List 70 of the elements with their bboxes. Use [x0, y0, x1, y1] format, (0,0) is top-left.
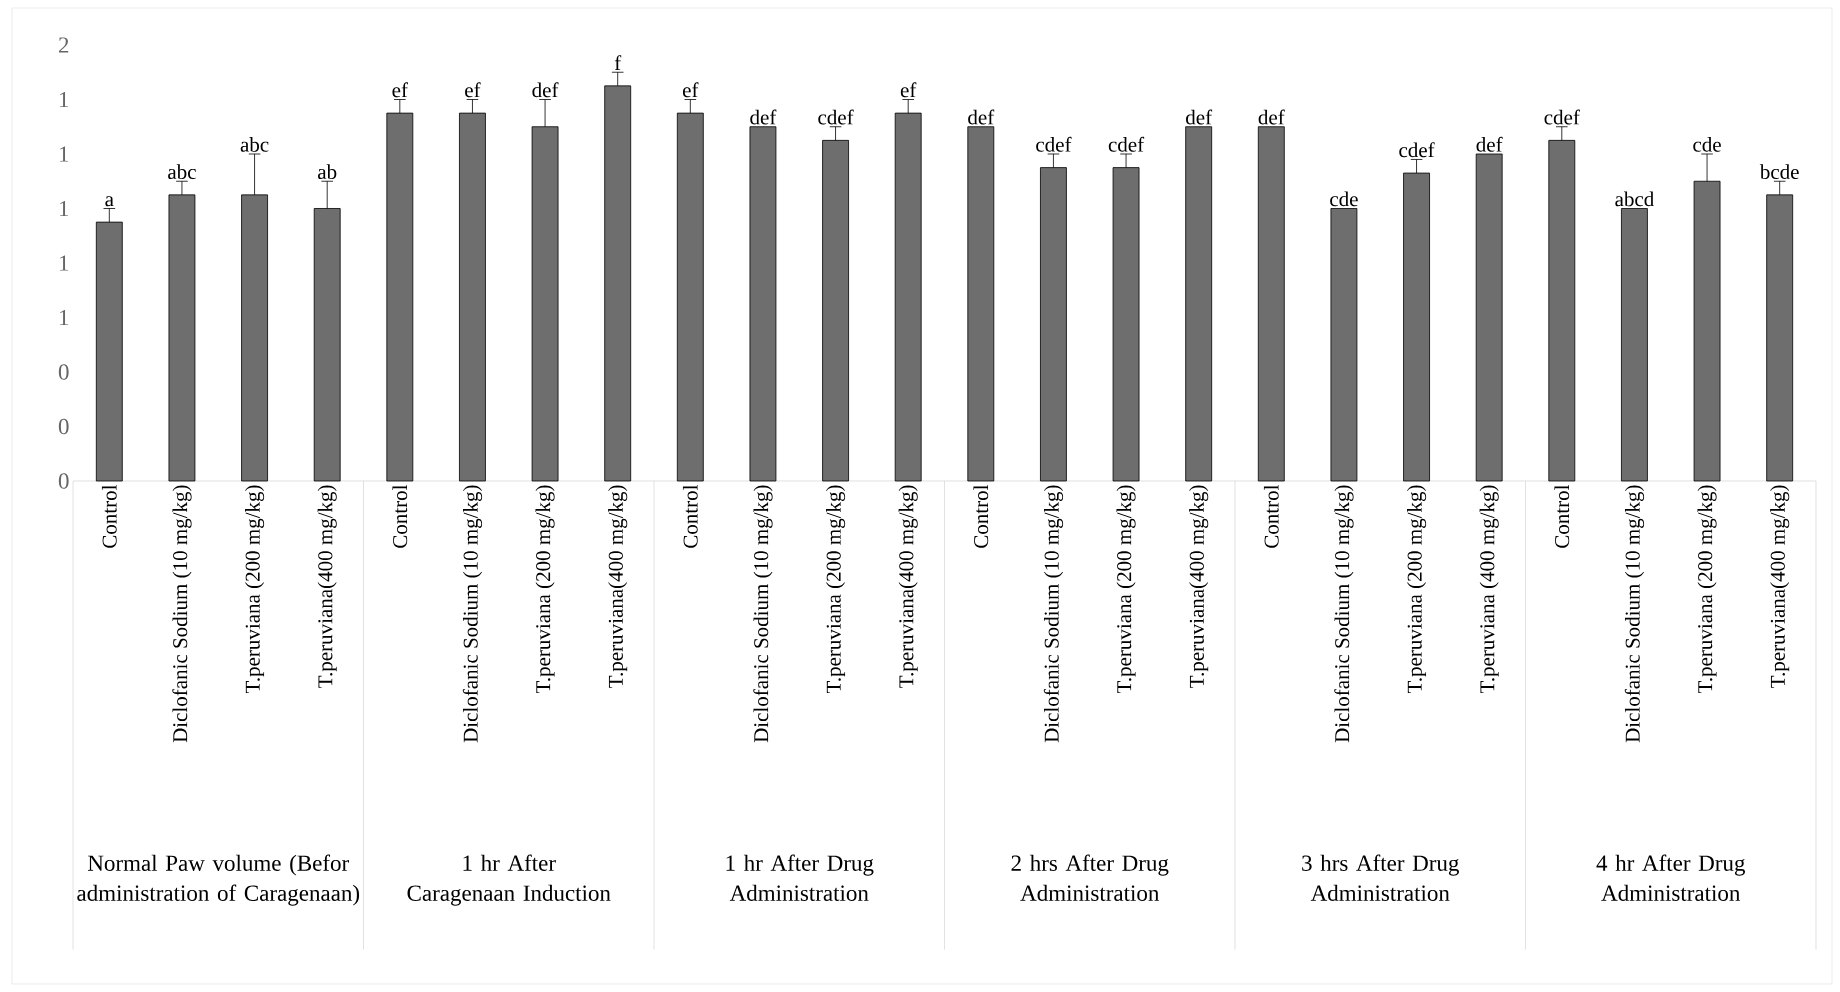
- x-tick-label: Diclofanic Sodium (10 mg/kg): [1043, 485, 1064, 743]
- x-tick-label: T.peruviana (200 mg/kg): [826, 485, 846, 694]
- data-label: cdef: [1108, 136, 1145, 152]
- x-tick-label: Diclofanic Sodium (10 mg/kg): [172, 485, 192, 743]
- x-tick-label: Diclofanic Sodium (10 mg/kg): [1624, 485, 1645, 743]
- x-tick-label: T.peruviana(400 mg/kg): [608, 485, 628, 688]
- data-label: def: [1476, 136, 1503, 152]
- data-label: abc: [240, 137, 269, 152]
- y-tick-label: 1: [60, 91, 69, 108]
- data-label: ef: [900, 82, 917, 98]
- x-tick-label: Control: [1263, 484, 1279, 548]
- data-label: def: [750, 109, 777, 125]
- y-tick-label: 1: [60, 146, 69, 162]
- text: 3 hrs After Drug Administration: [1302, 854, 1459, 901]
- data-label: cdef: [1036, 136, 1072, 152]
- data-label: cdef: [1544, 109, 1580, 125]
- data-label: cde: [1693, 137, 1721, 152]
- data-label: cdef: [1399, 142, 1435, 158]
- x-tick-label: T.peruviana (200 mg/kg): [535, 485, 555, 694]
- x-tick-label: T.peruviana (200 mg/kg): [1407, 485, 1427, 694]
- data-label: ef: [465, 82, 481, 98]
- data-label: cde: [1330, 191, 1358, 207]
- y-tick-label: 0: [58, 364, 69, 380]
- data-label: ef: [392, 82, 408, 98]
- text: 1 hr After Caragenaan Induction: [407, 854, 611, 906]
- x-tick-label: T.peruviana (200 mg/kg): [1697, 485, 1717, 694]
- x-tick-label: T.peruviana (200 mg/kg): [245, 485, 265, 694]
- y-tick-label: 2: [58, 37, 69, 53]
- y-tick-label: 0: [58, 473, 69, 489]
- x-tick-label: T.peruviana(400 mg/kg): [317, 485, 337, 688]
- data-label: def: [968, 109, 995, 125]
- data-label: def: [532, 82, 559, 98]
- x-tick-label: Diclofanic Sodium (10 mg/kg): [1334, 485, 1354, 743]
- x-tick-label: Control: [1554, 484, 1570, 548]
- x-tick-label: T.peruviana(400 mg/kg): [1189, 485, 1209, 688]
- x-tick-label: Diclofanic Sodium (10 mg/kg): [753, 485, 773, 743]
- y-tick-label: 1: [60, 200, 69, 217]
- text: 4 hr After Drug Administration: [1596, 854, 1746, 901]
- x-tick-label: T.peruviana (400 mg/kg): [1479, 485, 1499, 694]
- text: Normal Paw volume (Befor administration of Caragenaan): [77, 854, 360, 906]
- x-tick-label: Control: [973, 484, 989, 548]
- data-label: ef: [682, 82, 699, 98]
- data-label: def: [1186, 109, 1213, 125]
- y-tick-label: 1: [60, 255, 69, 271]
- bar: [1330, 208, 1358, 482]
- text: 1 hr After Drug Administration: [726, 854, 874, 901]
- x-tick-label: T.peruviana(400 mg/kg): [1770, 485, 1790, 688]
- bar: [1185, 126, 1213, 482]
- data-label: abc: [168, 164, 196, 180]
- data-label: cdef: [818, 109, 854, 125]
- x-tick-label: Diclofanic Sodium (10 mg/kg): [462, 485, 483, 743]
- x-tick-label: T.peruviana(400 mg/kg): [898, 485, 918, 688]
- x-tick-label: Control: [101, 484, 117, 548]
- x-tick-label: Control: [392, 484, 408, 548]
- data-label: ab: [318, 164, 337, 180]
- data-label: f: [614, 55, 622, 71]
- bar: [1257, 126, 1285, 482]
- bar: [749, 126, 777, 482]
- data-label: abcd: [1615, 191, 1654, 207]
- data-label: def: [1258, 109, 1285, 125]
- data-label: bcde: [1759, 164, 1799, 180]
- y-tick-label: 0: [58, 418, 69, 435]
- x-tick-label: Control: [682, 484, 698, 548]
- x-tick-label: T.peruviana (200 mg/kg): [1116, 485, 1136, 694]
- bar: [1475, 153, 1503, 482]
- bar: [967, 126, 995, 482]
- bar: [1621, 208, 1648, 482]
- data-label: a: [105, 196, 114, 207]
- y-tick-label: 1: [60, 309, 69, 326]
- text: 2 hrs After Drug Administration: [1011, 854, 1169, 901]
